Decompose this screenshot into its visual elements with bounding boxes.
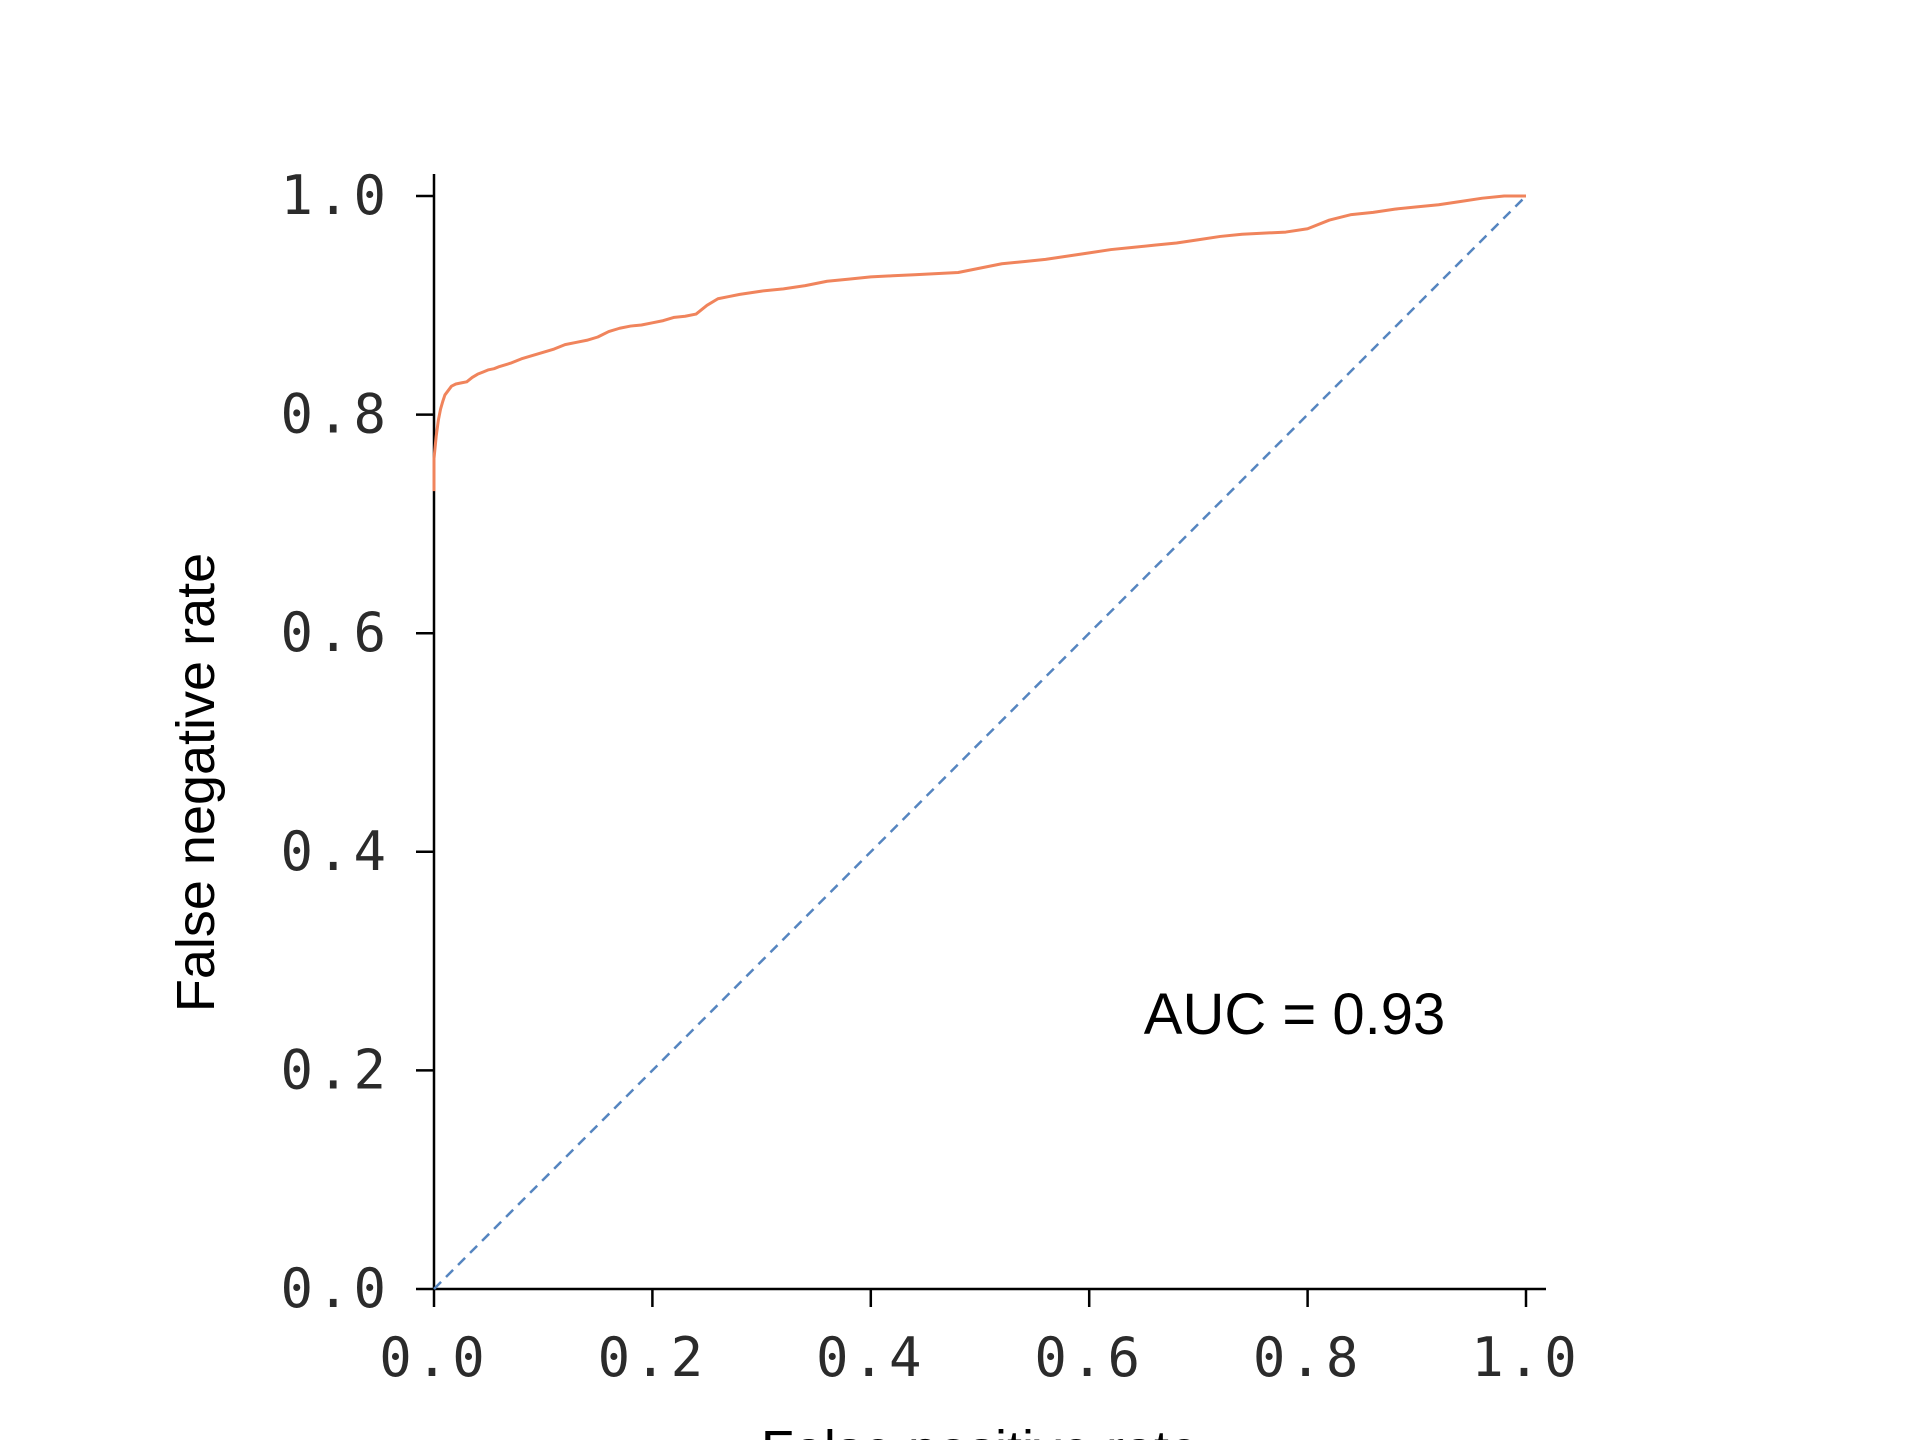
- x-tick-label: 0.2: [598, 1326, 708, 1389]
- y-ticks: 0.0 0.2 0.4 0.6 0.8 1.0: [280, 164, 434, 1320]
- axes: [432, 174, 1546, 1291]
- x-axis-label: False positive rate: [761, 1420, 1199, 1440]
- x-tick-label: 0.4: [816, 1326, 926, 1389]
- y-tick-label: 0.8: [280, 383, 390, 446]
- y-tick-label: 0.6: [280, 601, 390, 664]
- auc-annotation: AUC = 0.93: [1144, 982, 1445, 1047]
- series-layer: [432, 194, 1527, 1290]
- x-tick-label: 0.0: [379, 1326, 489, 1389]
- x-tick-label: 1.0: [1471, 1326, 1581, 1389]
- y-axis-label: False negative rate: [166, 553, 226, 1012]
- x-ticks: 0.0 0.2 0.4 0.6 0.8 1.0: [379, 1289, 1581, 1389]
- x-tick-label: 0.8: [1253, 1326, 1363, 1389]
- x-tick-label: 0.6: [1034, 1326, 1144, 1389]
- roc-curve-line: [432, 194, 1526, 492]
- y-tick-label: 0.2: [280, 1038, 390, 1101]
- y-tick-label: 0.0: [280, 1257, 390, 1320]
- y-tick-label: 1.0: [280, 164, 390, 227]
- y-tick-label: 0.4: [280, 820, 390, 883]
- chance-diagonal-line: [433, 195, 1527, 1290]
